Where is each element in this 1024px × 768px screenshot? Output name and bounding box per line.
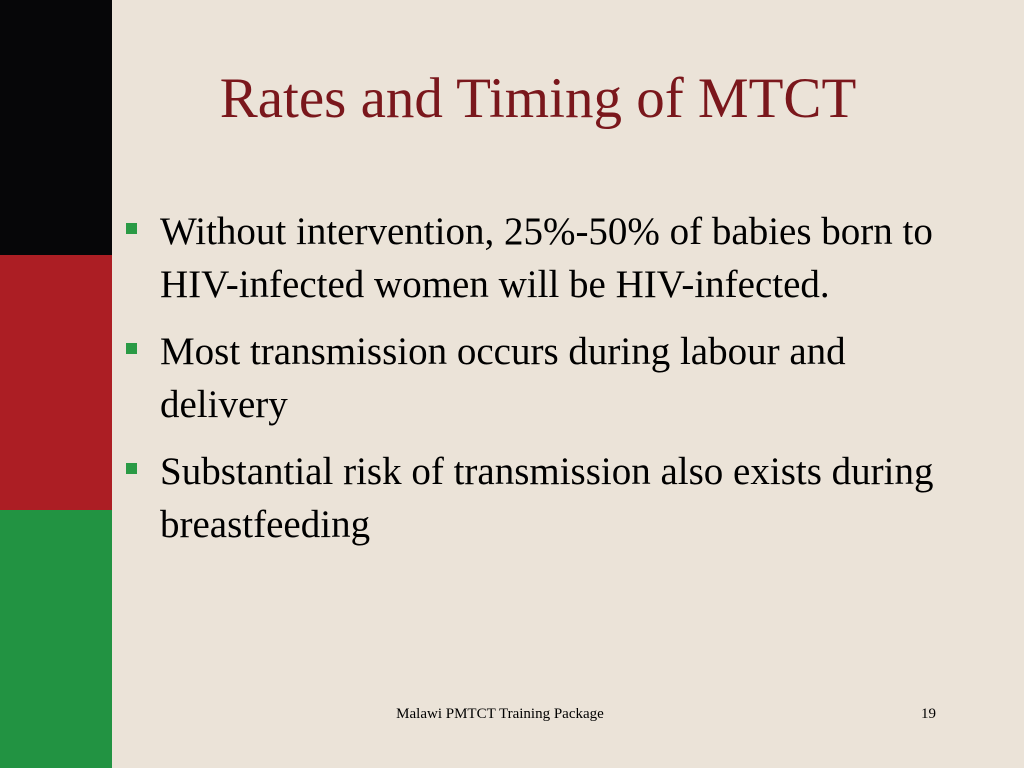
bullet-item: Most transmission occurs during labour a…	[126, 325, 960, 431]
flag-band-green	[0, 510, 112, 768]
bullet-text: Most transmission occurs during labour a…	[160, 330, 846, 426]
flag-band-black	[0, 0, 112, 255]
bullet-text: Without intervention, 25%-50% of babies …	[160, 210, 933, 306]
green-square-bullet-icon	[126, 223, 137, 234]
flag-color-bar	[0, 0, 112, 768]
green-square-bullet-icon	[126, 343, 137, 354]
green-square-bullet-icon	[126, 463, 137, 474]
bullet-item: Without intervention, 25%-50% of babies …	[126, 205, 960, 311]
bullet-text: Substantial risk of transmission also ex…	[160, 450, 934, 546]
bullet-list: Without intervention, 25%-50% of babies …	[126, 205, 960, 565]
flag-band-red	[0, 255, 112, 510]
slide-title: Rates and Timing of MTCT	[219, 67, 857, 130]
bullet-item: Substantial risk of transmission also ex…	[126, 445, 960, 551]
slide-number: 19	[921, 706, 936, 722]
footer-text: Malawi PMTCT Training Package	[396, 706, 604, 722]
